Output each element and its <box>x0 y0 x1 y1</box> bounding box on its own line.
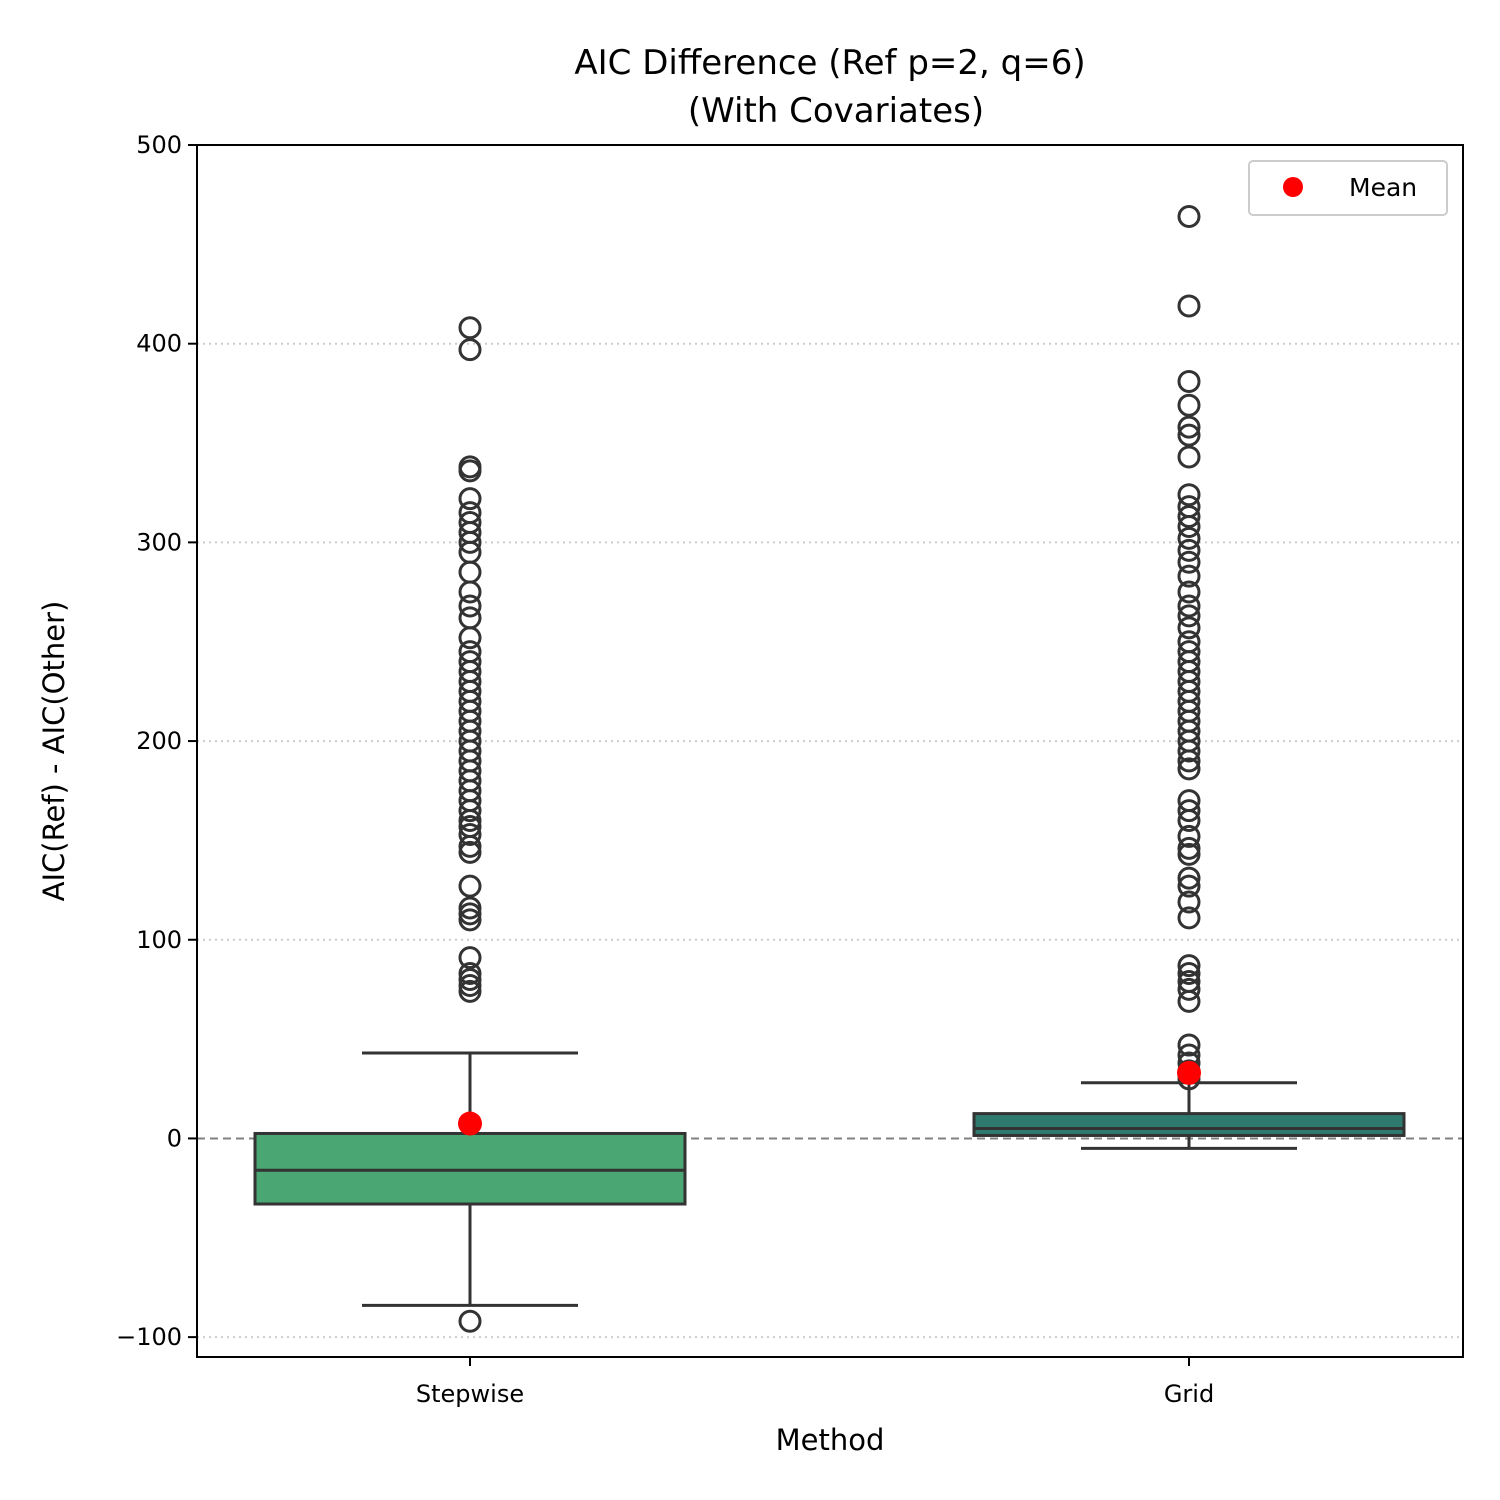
outlier-grid-6 <box>1177 977 1201 1001</box>
y-tick-label-6: 500 <box>136 131 182 159</box>
outlier-grid-47 <box>1177 423 1201 447</box>
chart-title-line-1: AIC Difference (Ref p=2, q=6) <box>574 43 1085 83</box>
outlier-grid-7 <box>1177 969 1201 993</box>
outlier-stepwise-3 <box>458 967 482 991</box>
legend: Mean <box>1248 160 1448 216</box>
y-axis-label: AIC(Ref) - AIC(Other) <box>37 601 71 902</box>
x-tick-label-stepwise: Stepwise <box>416 1380 524 1408</box>
y-tick-label-1: 0 <box>167 1124 182 1152</box>
legend-box <box>1248 160 1448 216</box>
outlier-stepwise-36 <box>458 560 482 584</box>
outlier-stepwise-9 <box>458 874 482 898</box>
x-axis-label: Method <box>776 1423 885 1457</box>
outlier-grid-34 <box>1177 616 1201 640</box>
outlier-stepwise-46 <box>458 316 482 340</box>
outlier-grid-11 <box>1177 890 1201 914</box>
outlier-grid-15 <box>1177 836 1201 860</box>
outlier-grid-16 <box>1177 824 1201 848</box>
outlier-grid-50 <box>1177 369 1201 393</box>
y-tick-label-5: 400 <box>136 330 182 358</box>
outlier-grid-13 <box>1177 866 1201 890</box>
outlier-stepwise-42 <box>458 487 482 511</box>
outlier-stepwise-2 <box>458 973 482 997</box>
outlier-grid-32 <box>1177 640 1201 664</box>
outlier-grid-46 <box>1177 445 1201 469</box>
mean-marker-stepwise <box>458 1111 482 1136</box>
plot-frame <box>196 144 1464 1358</box>
outlier-grid-14 <box>1177 842 1201 866</box>
outlier-stepwise-7 <box>458 902 482 926</box>
mean-marker-grid <box>1177 1060 1201 1085</box>
box-plots <box>253 205 1406 1333</box>
outlier-grid-33 <box>1177 630 1201 654</box>
outlier-stepwise-44 <box>458 455 482 479</box>
box-grid <box>972 1112 1406 1137</box>
outlier-grid-52 <box>1177 205 1201 229</box>
outlier-grid-44 <box>1177 495 1201 519</box>
outlier-stepwise-33 <box>458 606 482 630</box>
outlier-stepwise-35 <box>458 580 482 604</box>
outlier-grid-4 <box>1177 1033 1201 1057</box>
y-tick-label-0: −100 <box>116 1323 182 1351</box>
outlier-stepwise-32 <box>458 626 482 650</box>
box-group-stepwise <box>253 316 687 1333</box>
outlier-stepwise-6 <box>458 908 482 932</box>
box-group-grid <box>972 205 1406 1150</box>
outlier-grid-43 <box>1177 505 1201 529</box>
outlier-grid-20 <box>1177 757 1201 781</box>
axes: −100 0 100 200 300 400 500 Stepwise Grid <box>116 131 1464 1408</box>
outlier-stepwise-34 <box>458 594 482 618</box>
outlier-grid-38 <box>1177 564 1201 588</box>
outlier-stepwise-8 <box>458 896 482 920</box>
outlier-grid-10 <box>1177 906 1201 930</box>
outlier-grid-40 <box>1177 538 1201 562</box>
y-tick-label-2: 100 <box>136 926 182 954</box>
y-tick-label-3: 200 <box>136 727 182 755</box>
outlier-grid-49 <box>1177 393 1201 417</box>
outlier-stepwise-0 <box>458 1309 482 1333</box>
outlier-stepwise-12 <box>458 822 482 846</box>
outlier-grid-8 <box>1177 962 1201 986</box>
outlier-grid-19 <box>1177 789 1201 813</box>
outlier-stepwise-41 <box>458 501 482 525</box>
outlier-grid-48 <box>1177 415 1201 439</box>
outlier-grid-35 <box>1177 604 1201 628</box>
outlier-grid-12 <box>1177 874 1201 898</box>
outlier-stepwise-1 <box>458 979 482 1003</box>
outlier-stepwise-40 <box>458 511 482 535</box>
outlier-grid-18 <box>1177 799 1201 823</box>
outlier-grid-39 <box>1177 550 1201 574</box>
outlier-stepwise-5 <box>458 946 482 970</box>
y-tick-label-4: 300 <box>136 528 182 556</box>
legend-mean-marker <box>1283 177 1303 197</box>
outlier-stepwise-10 <box>458 840 482 864</box>
chart-title-line-2: (With Covariates) <box>688 91 984 131</box>
outlier-grid-9 <box>1177 954 1201 978</box>
outlier-grid-37 <box>1177 580 1201 604</box>
outlier-stepwise-4 <box>458 962 482 986</box>
outlier-grid-45 <box>1177 483 1201 507</box>
outlier-grid-36 <box>1177 594 1201 618</box>
outlier-stepwise-13 <box>458 815 482 839</box>
legend-label-mean: Mean <box>1349 173 1417 202</box>
outlier-stepwise-30 <box>458 650 482 674</box>
outlier-grid-41 <box>1177 526 1201 550</box>
outlier-stepwise-31 <box>458 640 482 664</box>
outlier-grid-51 <box>1177 294 1201 318</box>
outlier-stepwise-45 <box>458 338 482 362</box>
x-tick-label-grid: Grid <box>1164 1380 1214 1408</box>
